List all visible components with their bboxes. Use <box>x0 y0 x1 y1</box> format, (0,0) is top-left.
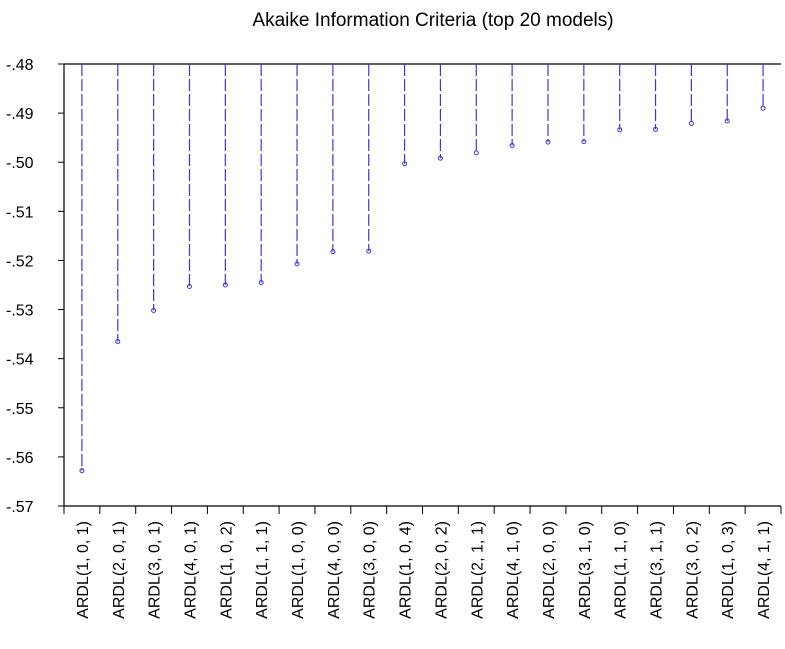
y-tick-label: -.55 <box>6 401 34 418</box>
x-category-label: ARDL(2, 1, 1) <box>469 521 486 619</box>
x-category-label: ARDL(1, 1, 1) <box>254 521 271 619</box>
y-tick-label: -.53 <box>6 303 34 320</box>
y-tick-label: -.48 <box>6 57 34 74</box>
x-category-label: ARDL(1, 0, 4) <box>398 521 415 619</box>
x-category-label: ARDL(3, 0, 0) <box>362 521 379 619</box>
data-point <box>473 150 479 156</box>
data-point <box>581 139 587 145</box>
data-point <box>545 139 551 145</box>
axes <box>63 63 782 514</box>
x-category-label: ARDL(1, 0, 2) <box>218 521 235 619</box>
x-category-label: ARDL(4, 1, 1) <box>756 521 773 619</box>
x-category-label: ARDL(2, 0, 1) <box>111 521 128 619</box>
x-category-label: ARDL(3, 0, 1) <box>147 521 164 619</box>
data-point <box>437 155 443 161</box>
data-point <box>151 308 157 314</box>
x-category-label: ARDL(3, 1, 1) <box>649 521 666 619</box>
data-point <box>258 280 264 286</box>
x-category-label: ARDL(1, 0, 1) <box>75 521 92 619</box>
y-tick-label: -.56 <box>6 450 34 467</box>
plot-marks <box>79 64 766 474</box>
x-category-label: ARDL(3, 0, 2) <box>684 521 701 619</box>
x-axis-labels: ARDL(1, 0, 1) ARDL(2, 0, 1) ARDL(3, 0, 1) A… <box>75 521 773 619</box>
x-category-label: ARDL(1, 0, 3) <box>720 521 737 619</box>
y-tick-label: -.51 <box>6 204 34 221</box>
y-tick-label: -.50 <box>6 155 34 172</box>
data-point <box>402 161 408 167</box>
x-category-label: ARDL(4, 0, 0) <box>326 521 343 619</box>
data-point <box>688 120 694 126</box>
x-category-label: ARDL(4, 1, 0) <box>505 521 522 619</box>
data-point <box>330 249 336 255</box>
data-point <box>760 105 766 111</box>
x-category-label: ARDL(2, 0, 2) <box>433 521 450 619</box>
y-tick-label: -.54 <box>6 352 34 369</box>
x-category-label: ARDL(2, 0, 0) <box>541 521 558 619</box>
data-point <box>115 338 121 344</box>
data-point <box>79 468 85 474</box>
y-tick-label: -.49 <box>6 106 34 123</box>
data-point <box>617 127 623 133</box>
chart-title: Akaike Information Criteria (top 20 mode… <box>252 10 613 31</box>
y-tick-label: -.52 <box>6 253 34 270</box>
data-point <box>366 248 372 254</box>
data-point <box>186 283 192 289</box>
data-point <box>653 126 659 132</box>
data-point <box>509 143 515 149</box>
x-category-label: ARDL(4, 0, 1) <box>182 521 199 619</box>
x-category-label: ARDL(3, 1, 0) <box>577 521 594 619</box>
y-tick-label: -.57 <box>6 499 34 516</box>
x-category-label: ARDL(1, 1, 0) <box>613 521 630 619</box>
data-point <box>724 118 730 124</box>
y-axis-ticks: -.48 -.49 -.50 -.51 -.52 -.53 -.54 -.55 -.56 -.57 <box>6 57 64 516</box>
data-point <box>222 282 228 288</box>
data-point <box>294 261 300 267</box>
x-category-label: ARDL(1, 0, 0) <box>290 521 307 619</box>
